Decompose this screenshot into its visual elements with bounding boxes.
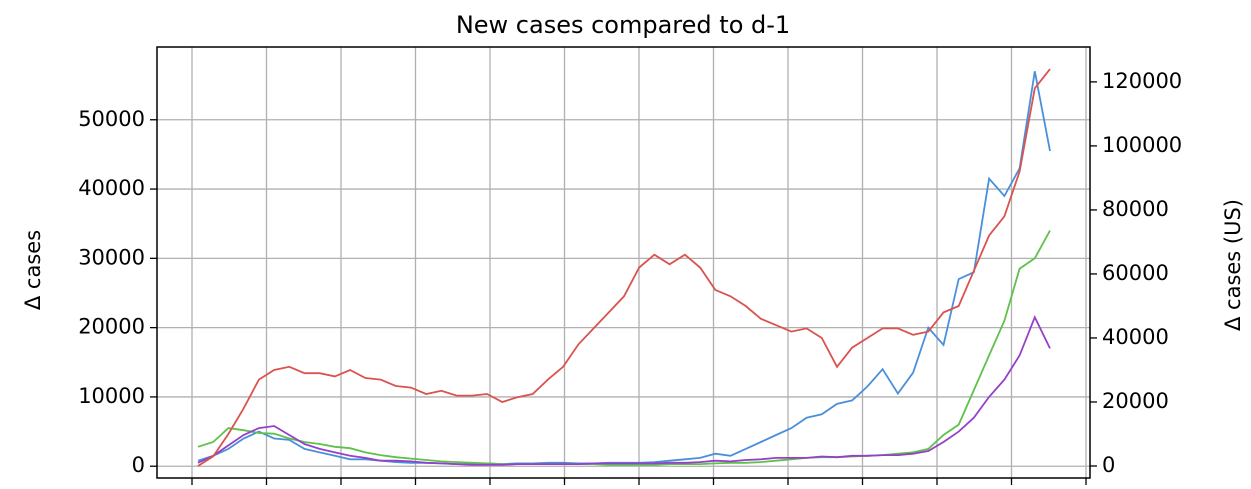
series-line [197, 71, 1051, 466]
y-tick-label: 0 [132, 453, 145, 477]
series-line [197, 230, 1051, 466]
y2-tick-label: 40000 [1102, 325, 1169, 349]
y2-tick-label: 0 [1102, 453, 1115, 477]
y-tick-label: 10000 [78, 384, 145, 408]
y2-tick-label: 120000 [1102, 69, 1182, 93]
y-tick-label: 50000 [78, 107, 145, 131]
y-axis-label: Δ cases [21, 230, 45, 310]
y2-axis-label: Δ cases (US) [1221, 199, 1245, 331]
y-tick-label: 20000 [78, 315, 145, 339]
y2-tick-label: 60000 [1102, 261, 1169, 285]
plot-frame [156, 46, 1091, 479]
y2-tick-label: 100000 [1102, 133, 1182, 157]
chart-title: New cases compared to d-1 [456, 11, 790, 39]
y-tick-label: 40000 [78, 176, 145, 200]
series-line [197, 314, 1051, 466]
series-line [197, 68, 1051, 467]
y2-tick-label: 20000 [1102, 389, 1169, 413]
y2-tick-label: 80000 [1102, 197, 1169, 221]
y-tick-label: 30000 [78, 245, 145, 269]
